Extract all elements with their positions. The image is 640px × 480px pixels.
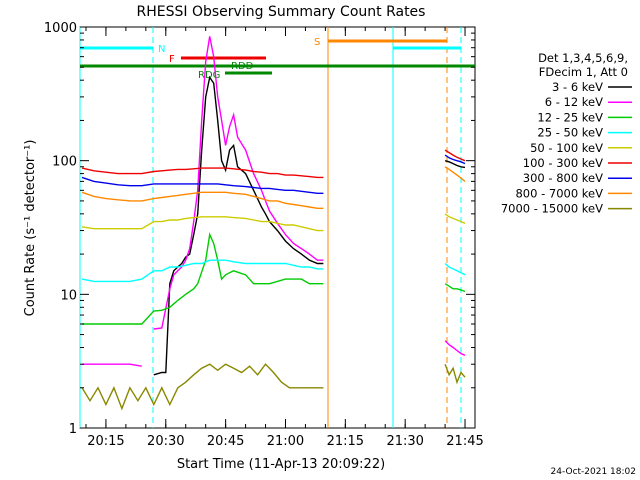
legend-header-line: Det 1,3,4,5,6,9, <box>538 51 628 65</box>
plot-frame <box>79 26 476 429</box>
legend-label: 12 - 25 keV <box>537 110 603 124</box>
x-tick-label: 21:30 <box>386 434 423 449</box>
plot-area: NF RDD RDG S <box>79 26 476 429</box>
series-line-8 <box>81 363 466 411</box>
annotation-label-rdd: RDD <box>231 61 254 72</box>
chart-title: RHESSI Observing Summary Count Rates <box>137 4 426 20</box>
x-tick-label: 21:00 <box>267 434 304 449</box>
series-line-2 <box>82 232 466 325</box>
annotation-label-rdg: RDG <box>198 70 220 81</box>
series-line-3 <box>81 259 466 283</box>
x-tick-label: 20:45 <box>207 434 244 449</box>
x-axis-label: Start Time (11-Apr-13 20:09:22) <box>177 457 385 472</box>
legend-label: 25 - 50 keV <box>537 126 603 140</box>
legend-label: 300 - 800 keV <box>523 171 603 185</box>
x-tick-label: 21:45 <box>446 434 483 449</box>
legend-label: 50 - 100 keV <box>530 141 603 155</box>
y-tick-label: 1 <box>69 422 77 437</box>
x-tick-label: 21:15 <box>327 434 364 449</box>
legend: Det 1,3,4,5,6,9,FDecim 1, Att 03 - 6 keV… <box>501 51 632 216</box>
series-line-5 <box>81 149 466 179</box>
y-axis-ticks: 1 10 100 1000 <box>44 21 475 437</box>
series-line-0 <box>153 75 466 376</box>
x-tick-label: 20:30 <box>147 434 184 449</box>
legend-label: 100 - 300 keV <box>523 156 603 170</box>
generation-timestamp: 24-Oct-2021 18:02 <box>551 467 636 477</box>
legend-label: 7000 - 15000 keV <box>501 202 603 216</box>
x-axis-ticks: 20:15 20:30 20:45 21:00 21:15 21:30 21:45 <box>85 27 484 449</box>
annotation-label-s: S <box>314 37 320 48</box>
series-line-4 <box>81 213 466 232</box>
y-axis-label: Count Rate (s⁻¹ detector⁻¹) <box>23 140 38 317</box>
legend-label: 800 - 7000 keV <box>515 186 603 200</box>
legend-label: 6 - 12 keV <box>545 95 603 109</box>
legend-label: 3 - 6 keV <box>552 80 603 94</box>
y-tick-label: 100 <box>52 155 77 170</box>
series-line-6 <box>81 154 466 194</box>
series-line-7 <box>81 166 466 209</box>
y-tick-label: 1000 <box>44 21 77 36</box>
y-tick-label: 10 <box>60 288 77 303</box>
legend-header-line: FDecim 1, Att 0 <box>539 65 628 79</box>
annotation-label-f: F <box>169 54 175 65</box>
x-tick-label: 20:15 <box>87 434 124 449</box>
annotation-label-n: N <box>158 44 165 55</box>
